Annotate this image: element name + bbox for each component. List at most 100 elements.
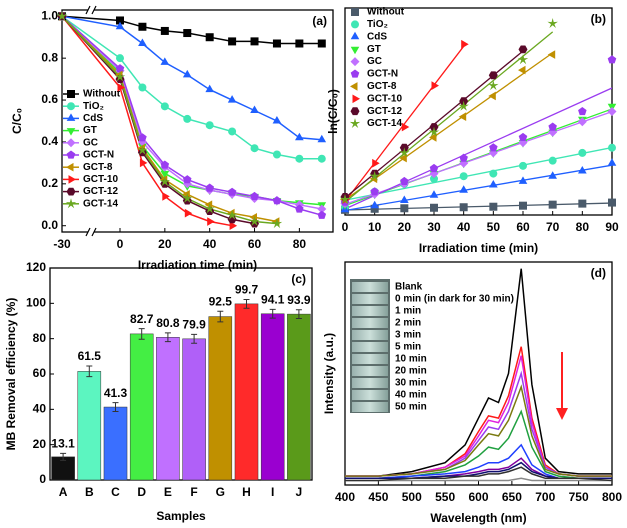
marker [399,153,407,163]
x-tick-label: 800 [602,490,622,504]
vial [352,390,388,400]
marker [339,194,351,204]
series-line [345,268,612,477]
legend-label: 10 min [395,354,427,365]
legend-label: GCT-10 [367,93,402,104]
marker [578,148,587,157]
vial [352,366,388,376]
panel-label: (c) [291,272,306,286]
x-tick-label: B [85,485,94,499]
marker [138,38,147,46]
marker [548,156,557,165]
x-tick-label: 600 [468,490,488,504]
bar [260,313,285,481]
marker [428,126,440,137]
marker [184,208,193,218]
marker [429,190,439,198]
marker [205,33,214,42]
legend-marker [65,198,77,209]
marker [160,160,170,169]
marker [401,122,410,132]
marker [272,196,282,205]
y-tick-label: 80 [33,331,47,345]
error-bar [60,452,67,461]
marker [137,144,148,155]
vial [352,318,388,328]
x-tick-label: 0 [342,220,349,234]
error-bar [269,308,276,319]
marker [370,200,379,209]
marker [138,133,147,142]
marker [317,134,327,143]
value-label: 92.5 [209,294,233,308]
legend-marker [66,162,74,172]
y-tick-label: 0.4 [41,134,58,148]
x-axis-label: Irradiation time (min) [138,258,257,272]
marker [608,198,616,207]
bar [234,303,259,481]
trend-arrow-head [556,408,568,420]
fit-line [345,31,554,203]
marker [489,202,498,211]
x-tick-label: 700 [535,490,555,504]
marker [295,132,304,141]
legend-marker [66,128,76,136]
x-tick-label: 70 [546,220,560,234]
x-tick-label: 750 [569,490,589,504]
legend-label: 20 min [395,366,427,377]
value-label: 79.9 [182,318,206,332]
legend-marker [67,90,75,98]
legend-label: GT [367,44,381,55]
legend-label: GC [367,56,382,67]
error-bar [217,310,224,323]
error-bar [112,402,119,412]
legend-label: 30 min [395,378,427,389]
vial [352,402,388,412]
series-line [62,15,322,45]
legend-label: GT [83,125,97,136]
legend-label: GCT-14 [83,198,118,209]
y-axis-label: Intensity (a.u.) [322,333,336,414]
marker [228,37,237,46]
x-tick-label: 40 [203,237,217,251]
marker [458,112,467,121]
marker [183,114,192,123]
legend-marker [351,20,359,29]
axis-break-gap [88,7,94,13]
legend-marker [350,57,360,67]
marker [205,84,214,93]
marker [519,201,527,210]
marker [115,64,125,73]
x-tick-label: -30 [53,237,71,251]
value-label: 80.8 [156,316,180,330]
x-tick-label: E [164,485,172,499]
marker [160,26,169,35]
x-tick-label: 500 [402,490,422,504]
fit-line [345,146,612,201]
vial [352,354,388,364]
value-label: 61.5 [78,349,102,363]
series-line [62,15,322,160]
value-label: 93.9 [287,293,311,307]
marker [430,174,438,183]
y-tick-label: 20 [33,437,47,451]
error-bar [243,298,250,309]
marker [272,116,282,124]
marker [250,191,259,200]
legend-label: CdS [83,113,103,124]
marker [204,203,215,214]
x-tick-label: 80 [293,237,307,251]
value-label: 82.7 [130,312,154,326]
error-bar [86,365,93,378]
marker [518,45,528,54]
legend-label: Without [367,7,405,18]
vial [352,342,388,352]
panel: (a) Irradiation time (min) C/C₀ 0.0 0.2 0.4 0.… [10,5,334,272]
marker [162,192,170,201]
marker [182,69,192,78]
value-label: 99.7 [235,283,259,297]
x-tick-label: 450 [368,490,388,504]
marker [317,210,327,219]
marker [518,176,528,184]
y-axis-label: MB Removal efficiency (%) [4,298,18,451]
